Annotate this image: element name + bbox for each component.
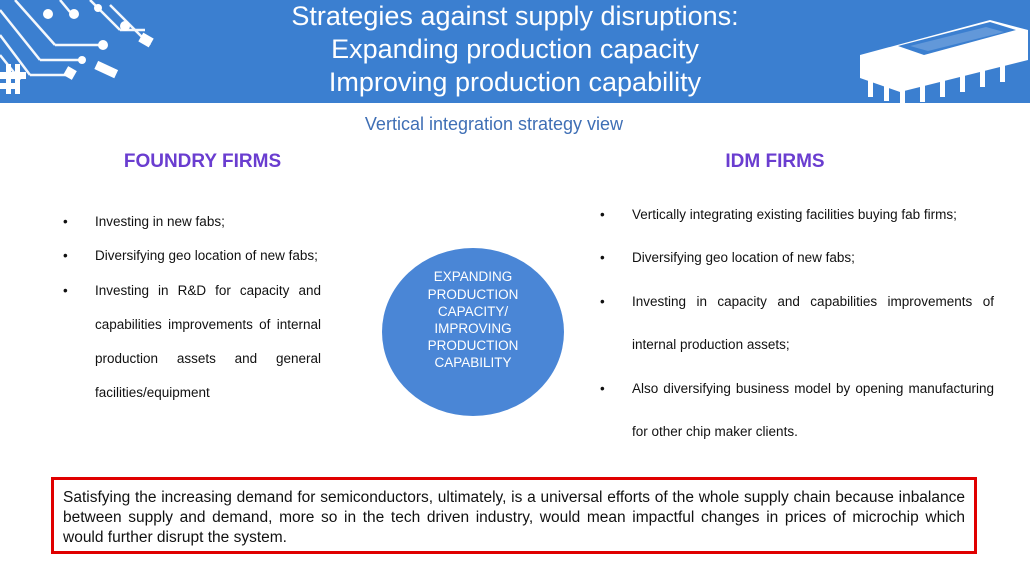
- microchip-icon: [860, 20, 1028, 103]
- bullet-text: Investing in R&D for capacity and capabi…: [95, 282, 321, 401]
- bullet-icon: •: [63, 214, 68, 229]
- bullet-text: Diversifying geo location of new fabs;: [95, 248, 318, 264]
- list-item: • Also diversifying business model by ope…: [600, 367, 994, 454]
- bullet-icon: •: [63, 248, 68, 264]
- circuit-board-icon: [0, 0, 154, 94]
- foundry-firms-heading: FOUNDRY FIRMS: [123, 151, 282, 172]
- circle-line: PRODUCTION: [427, 286, 519, 302]
- list-item: • Diversifying geo location of new fabs;: [600, 236, 994, 279]
- circle-line: CAPACITY/: [437, 303, 509, 319]
- bullet-icon: •: [600, 293, 605, 309]
- list-item: • Vertically integrating existing facilit…: [600, 193, 994, 236]
- bullet-icon: •: [600, 207, 605, 222]
- center-circle-text: EXPANDING PRODUCTION CAPACITY/ IMPROVING…: [413, 268, 533, 371]
- bullet-icon: •: [63, 282, 68, 298]
- bullet-icon: •: [600, 250, 605, 266]
- list-item: • Investing in capacity and capabilities …: [600, 280, 994, 367]
- bullet-text: Investing in capacity and capabilities i…: [632, 293, 994, 353]
- foundry-bullet-list: • Investing in new fabs; • Diversifying ge…: [63, 205, 321, 411]
- subtitle: Vertical integration strategy view: [364, 114, 624, 134]
- list-item: • Investing in R&D for capacity and capab…: [63, 274, 321, 411]
- list-item: • Diversifying geo location of new fabs;: [63, 239, 321, 273]
- list-item: • Investing in new fabs;: [63, 205, 321, 239]
- conclusion-note: Satisfying the increasing demand for sem…: [51, 477, 977, 554]
- header-banner: Strategies against supply disruptions: E…: [0, 0, 1030, 103]
- bullet-text: Also diversifying business model by open…: [632, 380, 994, 440]
- circle-line: PRODUCTION: [427, 338, 519, 354]
- title-line-1: Strategies against supply disruptions:: [291, 1, 739, 31]
- circle-line: EXPANDING: [433, 269, 513, 285]
- bullet-text: Diversifying geo location of new fabs;: [632, 250, 855, 266]
- title-line-3: Improving production capability: [328, 67, 702, 97]
- bullet-text: Vertically integrating existing faciliti…: [632, 207, 957, 222]
- bullet-icon: •: [600, 380, 605, 396]
- idm-bullet-list: • Vertically integrating existing facilit…: [600, 193, 994, 454]
- bullet-text: Investing in new fabs;: [95, 214, 225, 229]
- idm-firms-heading: IDM FIRMS: [725, 151, 825, 172]
- circle-line: CAPABILITY: [434, 355, 512, 371]
- center-circle: EXPANDING PRODUCTION CAPACITY/ IMPROVING…: [382, 248, 564, 416]
- circle-line: IMPROVING: [434, 321, 512, 336]
- page-title: Strategies against supply disruptions: E…: [180, 0, 850, 99]
- title-line-2: Expanding production capacity: [331, 34, 699, 64]
